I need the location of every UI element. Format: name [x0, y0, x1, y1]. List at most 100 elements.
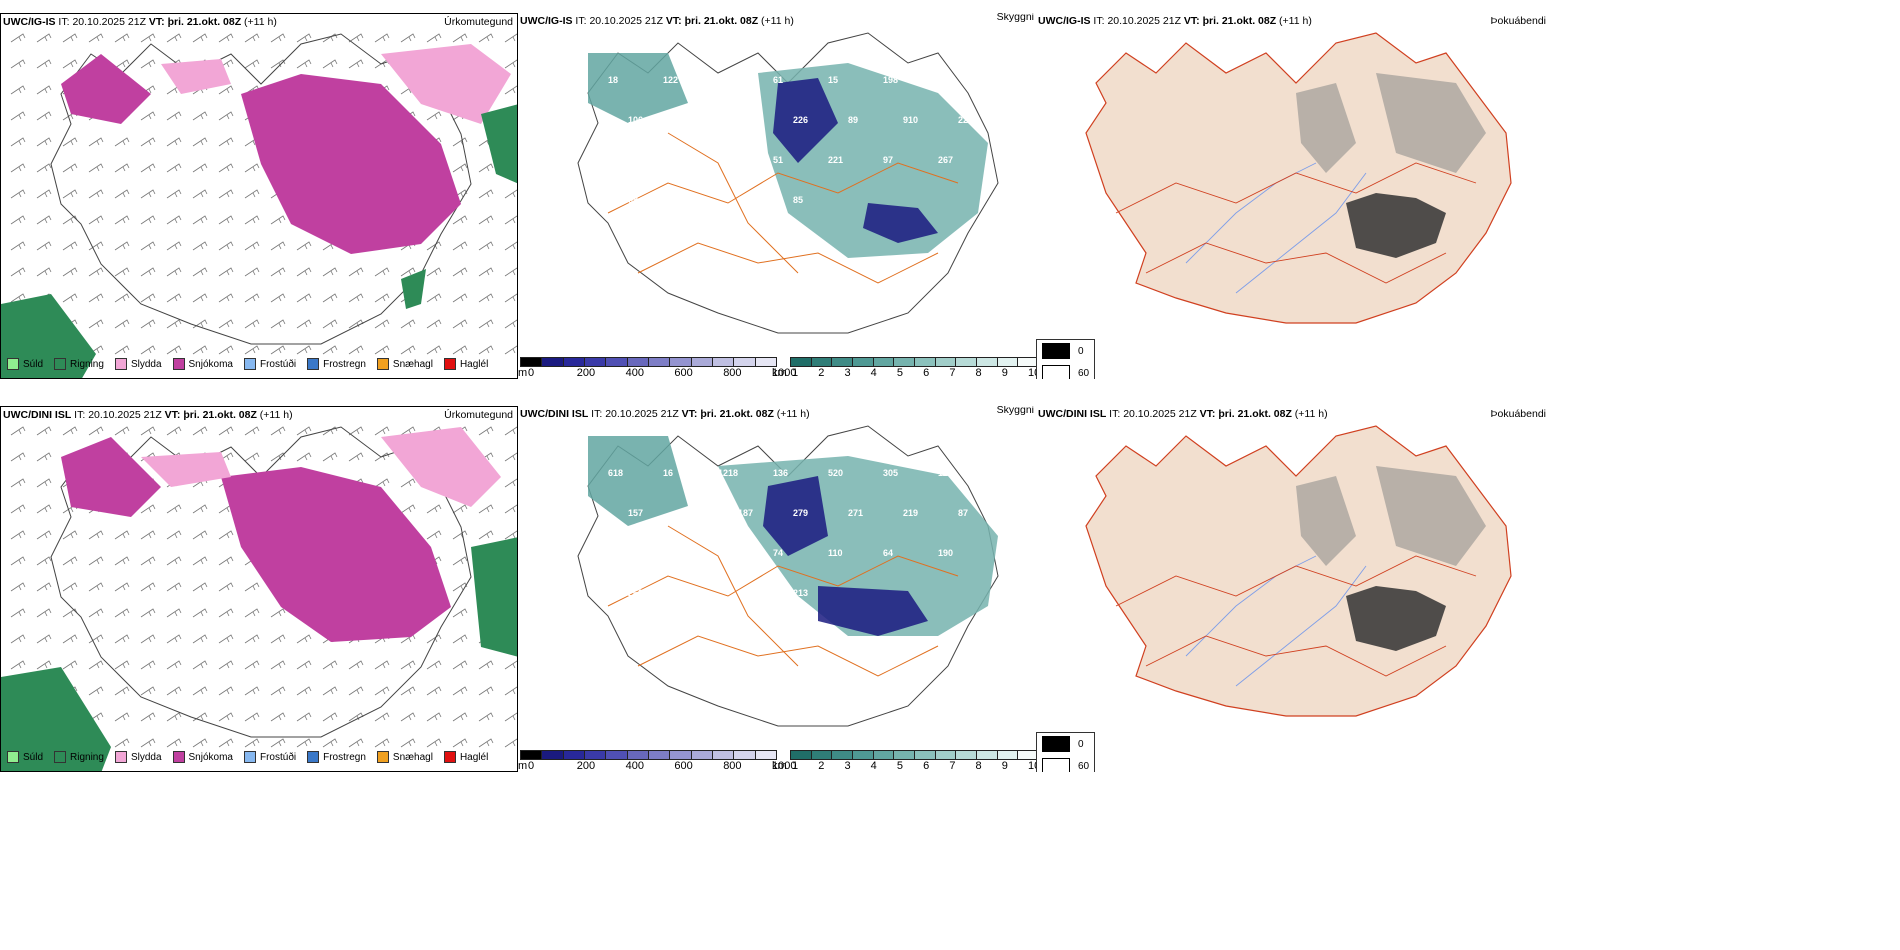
wind-barb — [140, 634, 156, 644]
wind-barb — [218, 163, 234, 173]
precip-legend: Súld Rigning Slydda Snjókoma Frostúði Fr… — [7, 358, 488, 370]
wind-barb — [166, 267, 182, 277]
wind-barb — [88, 215, 104, 225]
colorbar-segment — [810, 357, 832, 367]
colorbar-segment — [626, 750, 648, 760]
vis-value-label: 87 — [958, 508, 968, 518]
wind-barb — [244, 215, 260, 225]
wind-barb — [348, 345, 364, 355]
wind-barb — [374, 426, 390, 436]
wind-barb — [218, 241, 234, 251]
wind-barb — [166, 137, 182, 147]
vis-value-label: 68 — [628, 195, 638, 205]
vis-value-label: 174 — [663, 155, 678, 165]
colorbar-segment — [583, 357, 606, 367]
colorbar-segment — [711, 750, 734, 760]
panel-title: Skyggni — [996, 13, 1034, 23]
wind-barb — [504, 738, 517, 748]
wind-barb — [10, 608, 26, 618]
wind-barb — [166, 530, 182, 540]
wind-barb — [192, 267, 208, 277]
colorbar-tick-label: 1000 — [772, 760, 797, 772]
wind-barb — [10, 530, 26, 540]
panel-header: UWC/IG-IS IT: 20.10.2025 21Z VT: þri. 21… — [520, 15, 794, 27]
wind-barb — [36, 504, 52, 514]
wind-barb — [426, 686, 442, 696]
colorbar-tick-label: 800 — [723, 760, 742, 772]
wind-barb — [296, 660, 312, 670]
panel-header: UWC/DINI ISL IT: 20.10.2025 21Z VT: þri.… — [520, 408, 810, 420]
wind-barb — [114, 660, 130, 670]
wind-barb — [10, 59, 26, 69]
legend-swatch — [114, 358, 127, 370]
wind-barb — [114, 608, 130, 618]
vis-value-label: 420 — [938, 75, 953, 85]
wind-barb — [426, 712, 442, 722]
wind-barb — [166, 634, 182, 644]
vis-value-label: 64 — [883, 548, 893, 558]
wind-barb — [192, 556, 208, 566]
wind-barb — [36, 189, 52, 199]
wind-barb — [504, 319, 517, 329]
vis-value-label: 43 — [718, 75, 728, 85]
wind-barb — [192, 504, 208, 514]
wind-barb — [218, 33, 234, 43]
vis-value-label: 129 — [608, 155, 623, 165]
colorbar-tick-label: 200 — [576, 760, 596, 772]
wind-barb — [36, 478, 52, 488]
wind-barb — [348, 738, 364, 748]
wind-barb — [478, 504, 494, 514]
fog-dark-area — [1346, 586, 1446, 651]
roads — [1115, 555, 1477, 677]
wind-barb — [88, 137, 104, 147]
vis-value-label: 18 — [608, 75, 618, 85]
wind-barb — [218, 319, 234, 329]
wind-barb — [374, 660, 390, 670]
wind-barb — [192, 738, 208, 748]
wind-barb — [62, 137, 78, 147]
wind-barb — [88, 319, 104, 329]
colorbar-segment — [913, 357, 935, 367]
vis-value-label: 89 — [848, 115, 858, 125]
colorbar-tick-label: 10 — [1028, 367, 1036, 379]
wind-barb — [478, 215, 494, 225]
legend-swatch — [7, 358, 19, 370]
colorbar-tick-label: 6 — [923, 760, 930, 772]
wind-barb — [348, 660, 364, 670]
vis-value-label: 667 — [683, 195, 698, 205]
wind-barb — [192, 712, 208, 722]
wind-barb — [10, 478, 26, 488]
wind-barb — [166, 215, 182, 225]
wind-barb — [348, 293, 364, 303]
fog-legend-swatch — [1042, 365, 1070, 379]
colorbar-segment — [583, 750, 606, 760]
legend-swatch — [172, 358, 185, 370]
panel-title: Þokuábendi — [1490, 15, 1546, 27]
wind-barb — [36, 426, 52, 436]
wind-barb — [218, 738, 234, 748]
vis-value-label: 95 — [738, 195, 748, 205]
colorbar-segment — [605, 750, 627, 760]
wind-barb — [10, 426, 26, 436]
colorbar-segment — [831, 750, 852, 760]
wind-barb — [114, 556, 130, 566]
fog-dark-area — [1346, 193, 1446, 258]
colorbar-segment — [541, 750, 563, 760]
colorbar-segment — [669, 357, 691, 367]
colorbar-tick-label: 8 — [975, 760, 982, 772]
vis-value-label: 267 — [938, 155, 953, 165]
colorbar-tick-label: 400 — [625, 367, 644, 379]
iceland-land — [1085, 32, 1512, 324]
colorbar-segment — [955, 357, 976, 367]
colorbar-tick-label: 5 — [896, 760, 903, 772]
wind-barb — [322, 319, 338, 329]
wind-barb — [244, 686, 260, 696]
wind-barb — [504, 189, 517, 199]
wind-barb — [400, 660, 416, 670]
wind-barb — [140, 33, 156, 43]
fog-map-top — [1085, 32, 1512, 324]
wind-barb — [62, 189, 78, 199]
precip-rain-area — [1, 667, 111, 771]
wind-barb — [62, 530, 78, 540]
vis-value-label: 910 — [903, 115, 918, 125]
